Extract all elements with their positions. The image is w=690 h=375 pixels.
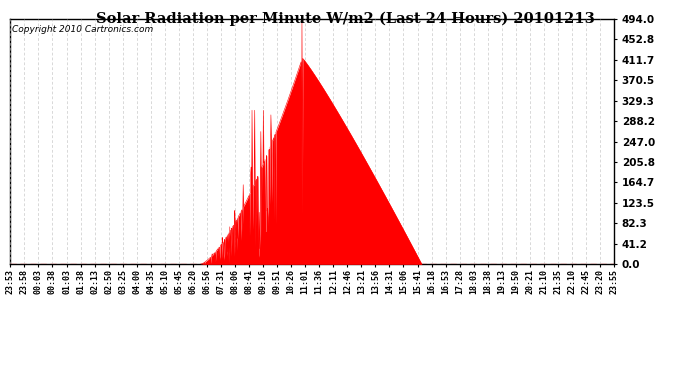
Text: Copyright 2010 Cartronics.com: Copyright 2010 Cartronics.com	[12, 25, 153, 34]
Text: Solar Radiation per Minute W/m2 (Last 24 Hours) 20101213: Solar Radiation per Minute W/m2 (Last 24…	[96, 11, 594, 26]
